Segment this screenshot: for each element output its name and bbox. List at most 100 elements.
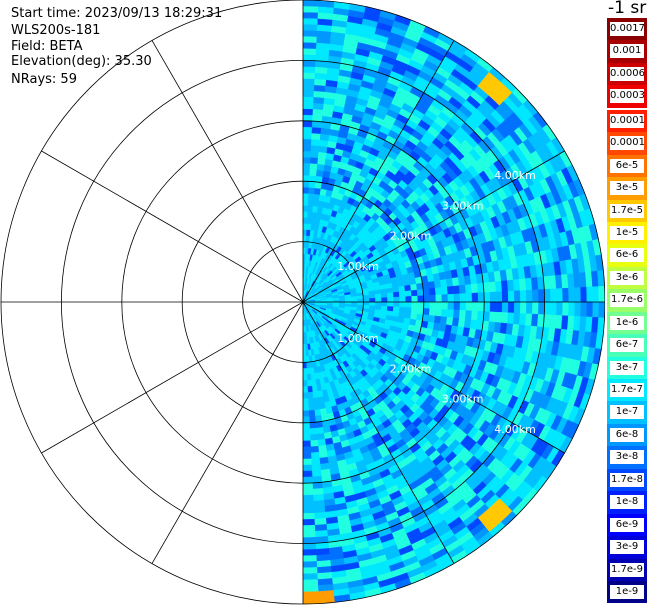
field-cell (302, 524, 316, 532)
field-cell (550, 301, 557, 316)
field-cell (302, 96, 314, 104)
colorbar-swatch: 0.0006 (607, 62, 647, 86)
colorbar-swatch: 0.00017 (607, 109, 647, 133)
field-cell (311, 385, 318, 393)
colorbar-tick-label: 3e-5 (610, 181, 644, 196)
radial-spoke (151, 301, 304, 564)
field-cell (306, 379, 313, 387)
field-cell (302, 54, 317, 61)
field-cell (307, 199, 314, 207)
field-cell (302, 585, 319, 593)
colorbar-swatch: 1e-8 (607, 491, 647, 514)
field-cell (399, 296, 406, 303)
field-cell (441, 294, 449, 303)
range-label-upper: 2.00km (390, 230, 432, 243)
field-cell (302, 168, 311, 176)
colorbar-swatch: 0.0017 (607, 18, 647, 41)
field-cell (305, 349, 309, 357)
field-cell (307, 397, 314, 405)
field-cell (315, 548, 330, 556)
field-cell (302, 229, 308, 236)
field-cell (513, 290, 521, 303)
field-cell (302, 579, 319, 587)
field-cell (307, 385, 313, 393)
colorbar-swatch: 6e-6 (607, 244, 647, 267)
field-cell (302, 78, 315, 86)
field-cell (459, 301, 467, 311)
field-cell (392, 306, 400, 313)
field-cell (386, 306, 394, 312)
field-cell (309, 427, 318, 435)
radial-spoke (302, 301, 455, 564)
start-time-text: Start time: 2023/09/13 18:29:31 (11, 6, 223, 21)
nrays-text: NRays: 59 (11, 72, 77, 87)
field-cell (311, 120, 323, 129)
field-cell (315, 48, 330, 56)
field-cell (531, 277, 539, 291)
field-cell (495, 291, 503, 303)
field-cell (309, 175, 317, 183)
colorbar: 0.0017 0.001 0.0006 0.0003 0.00017 0.0001 6e-5… (607, 18, 647, 604)
field-cell (525, 289, 533, 303)
field-cell (310, 451, 320, 460)
field-cell (302, 241, 307, 248)
field-cell (507, 279, 515, 292)
field-cell (392, 286, 400, 293)
field-cell (363, 298, 370, 303)
field-cell (428, 287, 436, 296)
field-cell (302, 458, 312, 466)
field-cell (513, 312, 521, 325)
field-cell (302, 66, 316, 74)
colorbar-swatch: 1e-7 (607, 401, 647, 424)
field-cell (302, 537, 316, 544)
field-cell (302, 138, 312, 146)
field-cell (386, 287, 394, 294)
field-cell (357, 301, 364, 306)
field-cell (302, 60, 316, 67)
instrument-text: WLS200s-181 (11, 23, 101, 38)
field-cell (574, 287, 582, 303)
field-cell (471, 292, 479, 303)
field-cell (302, 205, 309, 212)
field-cell (586, 301, 594, 318)
field-cell (447, 293, 455, 303)
colorbar-swatch: 1.7e-9 (607, 558, 647, 581)
field-cell (302, 193, 309, 200)
field-cell (513, 279, 521, 292)
field-cell (423, 295, 431, 303)
field-cell (429, 301, 437, 310)
field-cell (544, 288, 551, 303)
field-cell (488, 311, 497, 323)
field-cell (477, 292, 485, 303)
field-cell (555, 274, 563, 289)
field-cell (316, 554, 331, 562)
field-cell (302, 500, 314, 508)
field-cell (302, 90, 315, 98)
field-cell (302, 235, 307, 242)
field-cell (380, 292, 388, 299)
field-cell (507, 301, 515, 314)
field-cell (302, 506, 315, 514)
field-cell (440, 286, 448, 295)
field-cell (302, 404, 309, 411)
field-cell (470, 310, 479, 321)
field-cell (422, 308, 430, 316)
field-cell (302, 162, 311, 170)
field-cell (302, 0, 320, 7)
field-cell (495, 301, 503, 313)
field-cell (357, 298, 364, 303)
field-cell (507, 290, 515, 303)
field-cell (302, 368, 308, 375)
field-cell (310, 157, 319, 165)
field-cell (302, 573, 318, 581)
field-cell (458, 310, 467, 320)
field-cell (404, 284, 412, 292)
field-cell (302, 120, 313, 128)
field-cell (316, 433, 325, 441)
range-label-upper: 1.00km (337, 260, 379, 273)
field-cell (312, 391, 319, 399)
field-cell (592, 301, 600, 318)
field-cell (410, 307, 418, 315)
field-cell (428, 280, 436, 289)
field-cell (452, 285, 461, 295)
